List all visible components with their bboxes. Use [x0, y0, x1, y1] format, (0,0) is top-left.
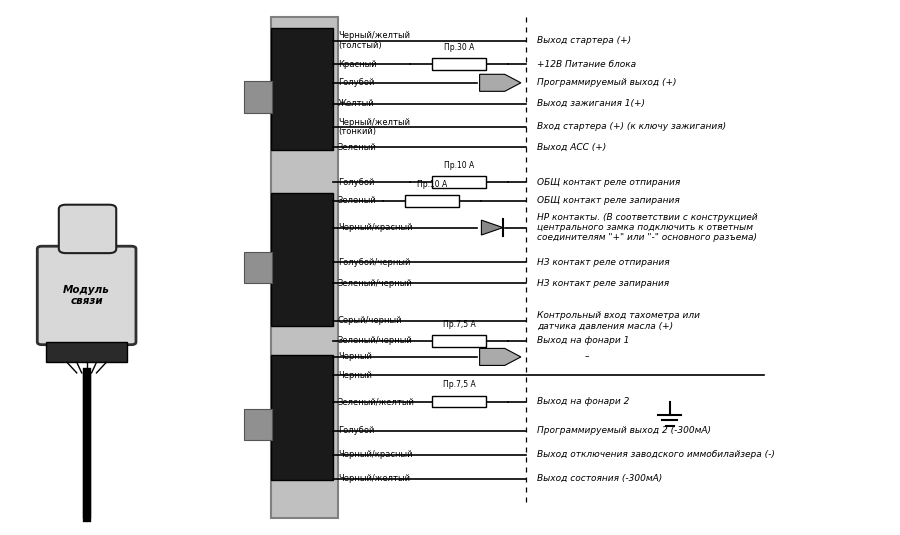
Text: Серый/черный: Серый/черный [338, 316, 402, 325]
Text: Выход состояния (-300мА): Выход состояния (-300мА) [537, 475, 662, 483]
Text: Программируемый выход (+): Программируемый выход (+) [537, 78, 677, 87]
Text: Черный/красный: Черный/красный [338, 223, 412, 232]
Text: Зеленый/черный: Зеленый/черный [338, 279, 412, 288]
Text: Черный/желтый: Черный/желтый [338, 475, 410, 483]
Text: Выход отключения заводского иммобилайзера (-): Выход отключения заводского иммобилайзер… [537, 450, 775, 460]
Polygon shape [482, 220, 503, 235]
Text: Желтый: Желтый [338, 99, 374, 108]
Bar [432, 335, 486, 347]
Bar [244, 251, 273, 284]
Text: Зеленый/желтый: Зеленый/желтый [338, 397, 415, 406]
Text: Пр.30 А: Пр.30 А [444, 43, 474, 52]
Text: Черный: Черный [338, 353, 372, 362]
Bar [432, 177, 486, 188]
Bar [271, 193, 333, 326]
Text: +12В Питание блока: +12В Питание блока [537, 60, 636, 68]
Polygon shape [480, 74, 521, 91]
Text: ОБЩ контакт реле отпирания: ОБЩ контакт реле отпирания [537, 178, 680, 187]
Text: Выход на фонари 1: Выход на фонари 1 [537, 337, 629, 346]
Text: Зеленый: Зеленый [338, 143, 376, 152]
Text: Модуль
связи: Модуль связи [63, 285, 110, 306]
Bar [271, 28, 333, 150]
Text: Пр.7,5 А: Пр.7,5 А [443, 380, 475, 389]
Bar [244, 81, 273, 113]
Bar [432, 396, 486, 408]
FancyBboxPatch shape [37, 246, 136, 345]
Text: –: – [585, 353, 590, 362]
Text: Голубой/черный: Голубой/черный [338, 258, 410, 266]
Text: Голубой: Голубой [338, 78, 374, 87]
Text: Черный/желтый
(толстый): Черный/желтый (толстый) [338, 32, 410, 50]
Bar [271, 17, 338, 518]
Bar [271, 355, 333, 480]
Bar [432, 58, 486, 70]
Text: Красный: Красный [338, 60, 376, 68]
Text: Вход стартера (+) (к ключу зажигания): Вход стартера (+) (к ключу зажигания) [537, 123, 726, 132]
Text: Черный/красный: Черный/красный [338, 450, 412, 460]
Text: Черный/желтый
(тонкий): Черный/желтый (тонкий) [338, 118, 410, 136]
Text: Пр.7,5 А: Пр.7,5 А [443, 320, 475, 328]
Text: НЗ контакт реле запирания: НЗ контакт реле запирания [537, 279, 670, 288]
Polygon shape [480, 348, 521, 365]
Text: Контрольный вход тахометра или
датчика давления масла (+): Контрольный вход тахометра или датчика д… [537, 311, 700, 331]
Text: Выход зажигания 1(+): Выход зажигания 1(+) [537, 99, 645, 108]
Text: Пр.10 А: Пр.10 А [417, 180, 447, 189]
Text: Пр.10 А: Пр.10 А [444, 161, 474, 170]
Text: Черный: Черный [338, 371, 372, 379]
Text: Программируемый выход 2 (-300мА): Программируемый выход 2 (-300мА) [537, 426, 711, 435]
Text: НЗ контакт реле отпирания: НЗ контакт реле отпирания [537, 258, 670, 266]
Text: Голубой: Голубой [338, 426, 374, 435]
Text: Зеленый: Зеленый [338, 196, 376, 205]
Text: ОБЩ контакт реле запирания: ОБЩ контакт реле запирания [537, 196, 680, 205]
FancyBboxPatch shape [58, 205, 116, 253]
Text: Голубой: Голубой [338, 178, 374, 187]
Text: Выход стартера (+): Выход стартера (+) [537, 36, 631, 45]
Text: Зеленый/черный: Зеленый/черный [338, 337, 412, 346]
Text: НР контакты. (В соответствии с конструкцией
центрального замка подключить к отве: НР контакты. (В соответствии с конструкц… [537, 213, 758, 242]
Text: Выход на фонари 2: Выход на фонари 2 [537, 397, 629, 406]
Bar [244, 409, 273, 440]
Bar [46, 342, 127, 362]
Bar [405, 195, 459, 207]
Text: Выход АСС (+): Выход АСС (+) [537, 143, 607, 152]
